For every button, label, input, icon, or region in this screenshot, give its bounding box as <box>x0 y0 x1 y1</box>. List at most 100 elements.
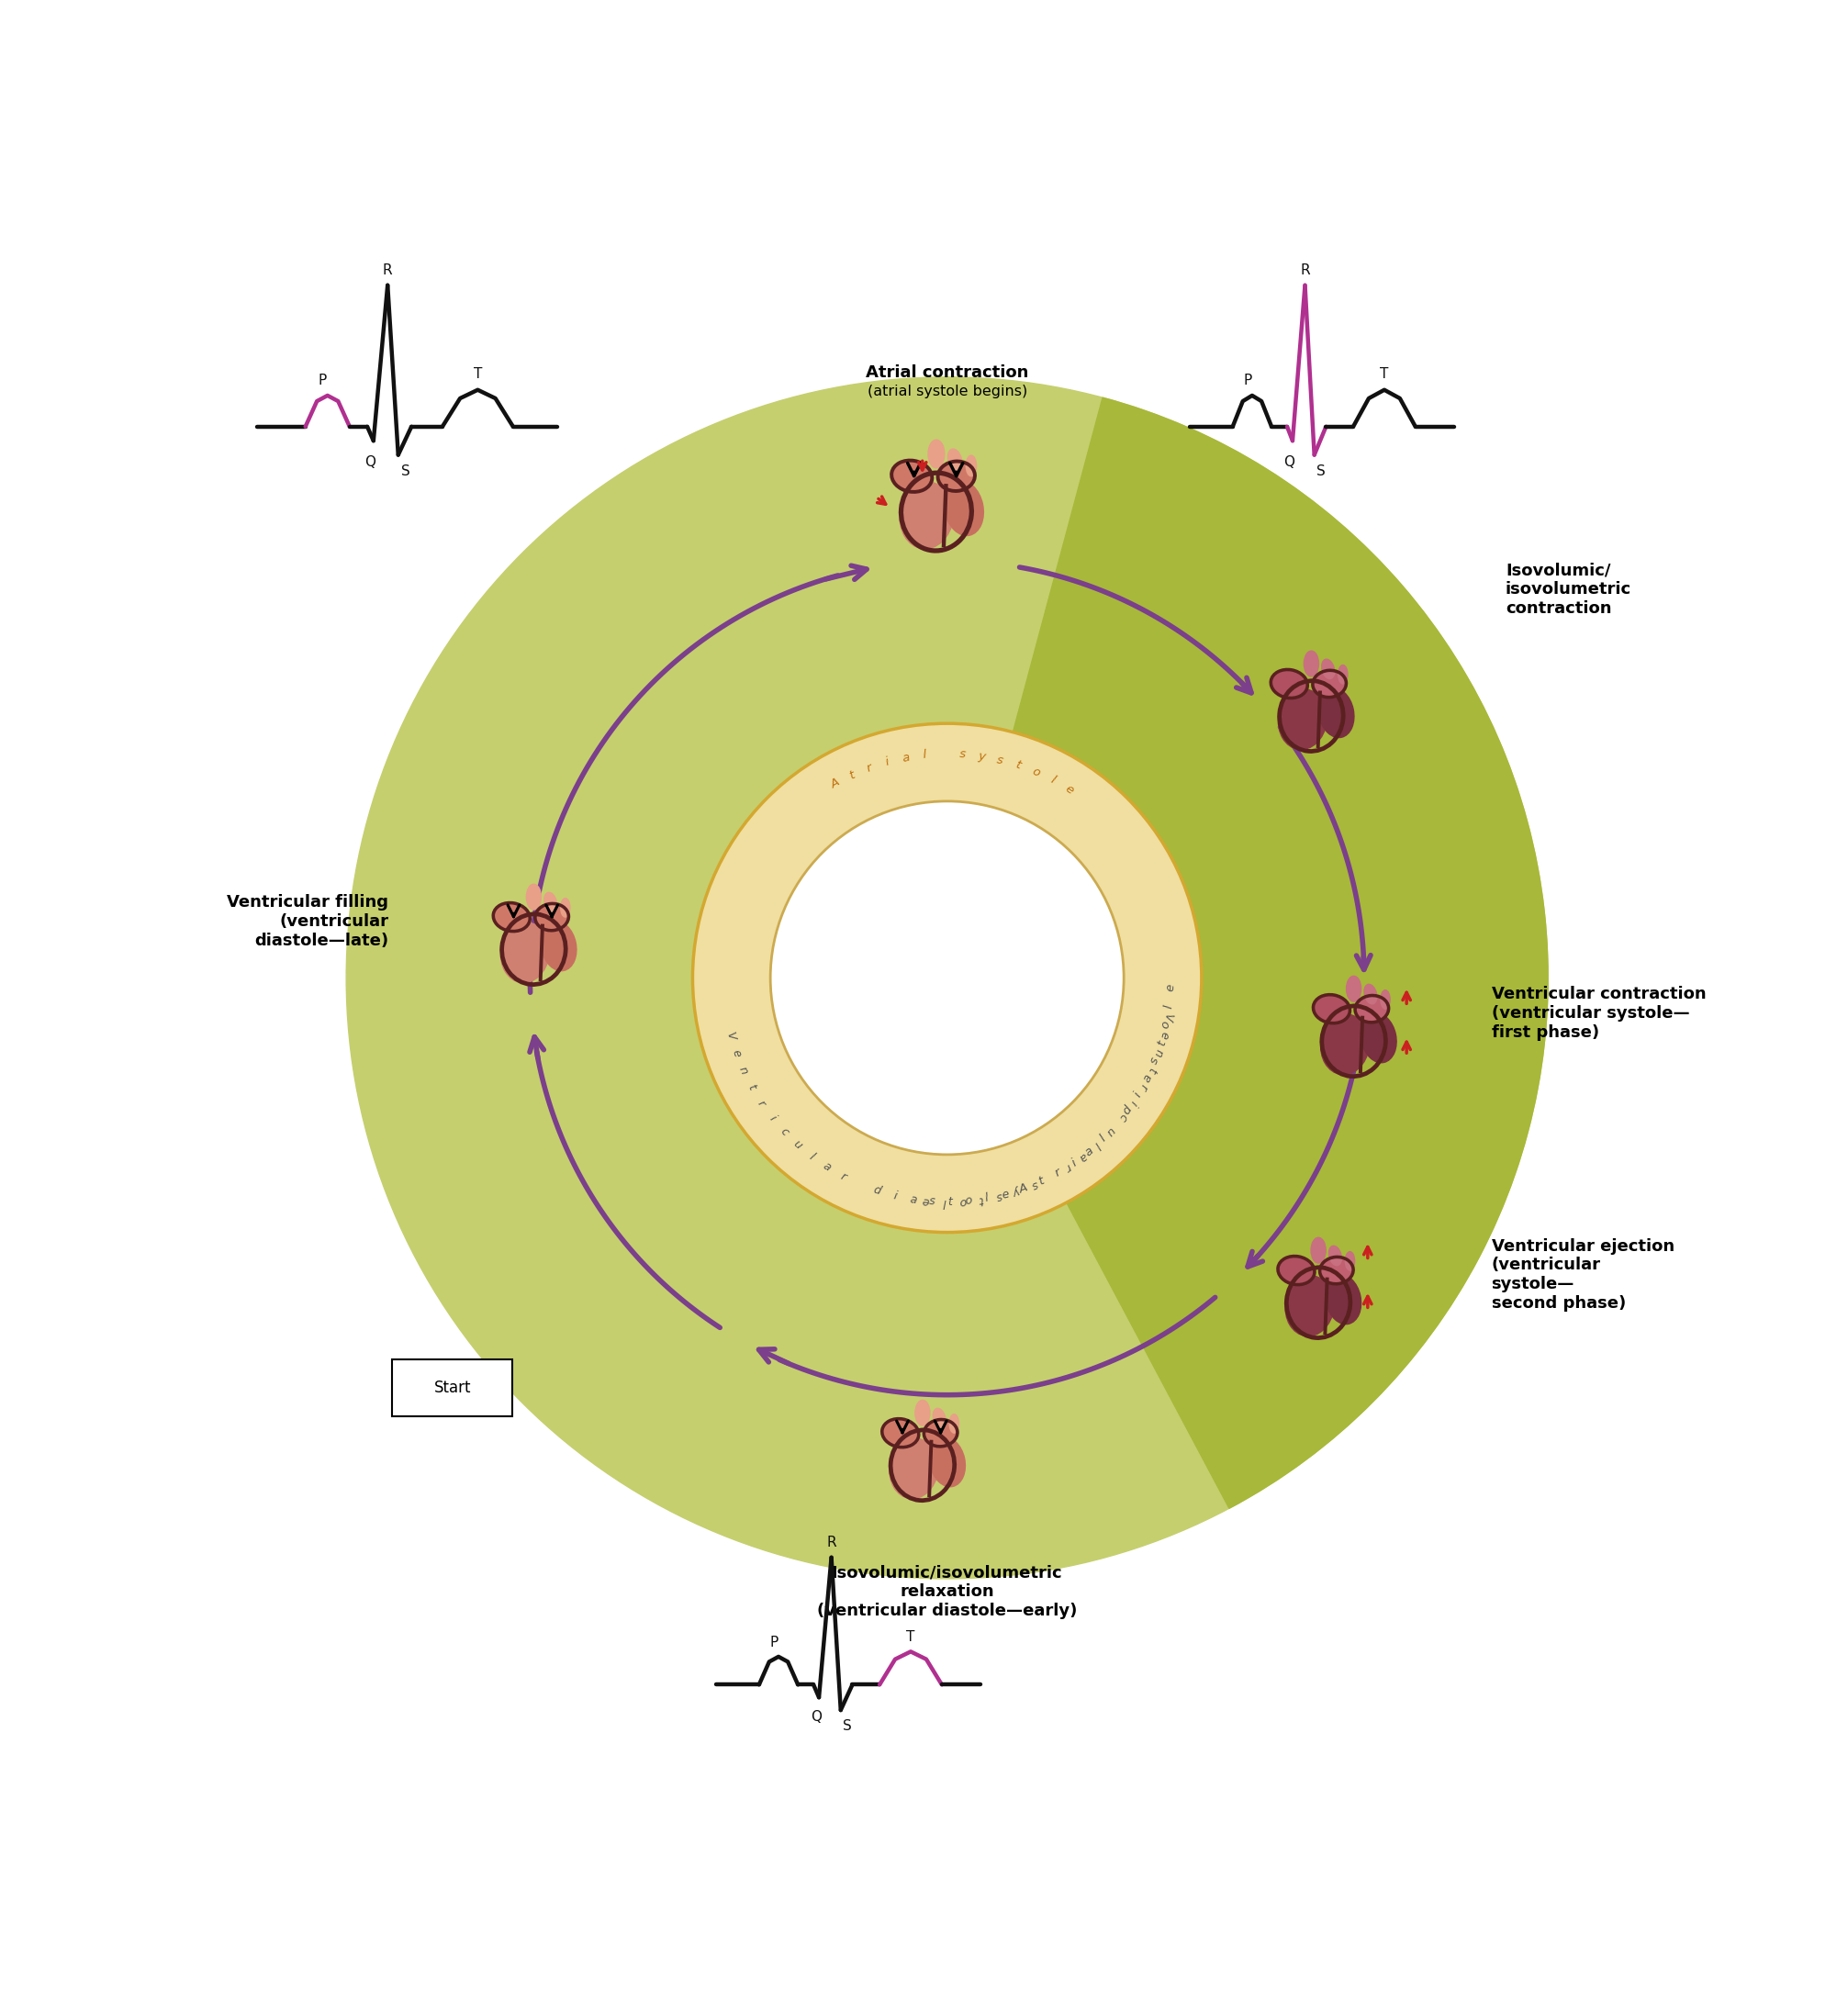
Text: d: d <box>872 1183 883 1197</box>
Text: P: P <box>1244 374 1251 386</box>
Ellipse shape <box>889 1439 939 1499</box>
Text: Ventricular ejection
(ventricular
systole—
second phase): Ventricular ejection (ventricular systol… <box>1491 1237 1674 1312</box>
Text: R: R <box>826 1535 837 1549</box>
Text: e: e <box>922 1195 930 1207</box>
Text: i: i <box>893 1189 898 1201</box>
Ellipse shape <box>1347 976 1362 1002</box>
Text: i: i <box>1070 1157 1079 1169</box>
Text: S: S <box>1316 465 1325 479</box>
Text: s: s <box>1148 1056 1162 1066</box>
Text: R: R <box>383 264 392 278</box>
Ellipse shape <box>543 893 556 911</box>
Text: t: t <box>948 1195 952 1207</box>
Text: l: l <box>985 1193 991 1205</box>
Text: i: i <box>1133 1091 1144 1099</box>
Text: a: a <box>909 1193 918 1205</box>
Text: e: e <box>1000 1187 1011 1201</box>
Ellipse shape <box>1345 1251 1355 1270</box>
Text: a: a <box>1140 1072 1155 1084</box>
Ellipse shape <box>915 1400 930 1427</box>
Ellipse shape <box>933 1408 946 1429</box>
Text: R: R <box>1301 264 1310 278</box>
Ellipse shape <box>1364 984 1377 1004</box>
Text: t: t <box>846 769 857 781</box>
Ellipse shape <box>950 1414 959 1433</box>
Ellipse shape <box>1321 1014 1369 1074</box>
Text: P: P <box>318 374 327 386</box>
Text: t: t <box>1037 1175 1046 1187</box>
Ellipse shape <box>930 1437 965 1487</box>
Text: t: t <box>978 1193 985 1205</box>
Wedge shape <box>948 398 1549 1509</box>
Ellipse shape <box>1271 670 1308 698</box>
Text: (atrial systole begins): (atrial systole begins) <box>867 384 1027 398</box>
Ellipse shape <box>928 441 944 469</box>
Ellipse shape <box>891 461 931 491</box>
Text: n: n <box>736 1064 750 1076</box>
Text: e: e <box>730 1048 743 1058</box>
Ellipse shape <box>501 924 549 982</box>
Text: l: l <box>1098 1133 1109 1145</box>
Ellipse shape <box>1338 666 1347 684</box>
Text: s: s <box>928 1195 935 1207</box>
Text: t: t <box>745 1082 758 1093</box>
Text: S: S <box>401 465 410 479</box>
Ellipse shape <box>1318 688 1355 738</box>
Text: a: a <box>902 750 911 765</box>
Circle shape <box>346 376 1549 1579</box>
Text: Atrial contraction: Atrial contraction <box>865 364 1029 380</box>
Text: r: r <box>1137 1082 1149 1091</box>
Text: y: y <box>978 750 985 763</box>
Text: r: r <box>1053 1167 1063 1179</box>
Ellipse shape <box>1279 690 1327 750</box>
Text: Start: Start <box>434 1380 471 1396</box>
Text: c: c <box>778 1125 791 1139</box>
Text: o: o <box>959 1195 967 1207</box>
Text: o: o <box>1159 1020 1173 1030</box>
Ellipse shape <box>937 461 976 491</box>
Text: a: a <box>821 1161 833 1175</box>
Text: Ventricular filling
(ventricular
diastole—late): Ventricular filling (ventricular diastol… <box>227 893 388 950</box>
Text: l: l <box>922 748 928 761</box>
Ellipse shape <box>1312 670 1345 698</box>
Text: s: s <box>1029 1177 1040 1191</box>
Text: l: l <box>942 1195 946 1207</box>
Text: V: V <box>1161 1012 1173 1022</box>
Text: t: t <box>1146 1066 1157 1074</box>
Text: A: A <box>1018 1181 1029 1195</box>
Text: a: a <box>1083 1145 1096 1159</box>
Text: Q: Q <box>364 455 375 469</box>
Ellipse shape <box>1305 652 1319 676</box>
Text: t: t <box>1155 1040 1168 1048</box>
Text: o: o <box>1029 765 1042 779</box>
Text: c: c <box>1116 1111 1129 1123</box>
Text: T: T <box>473 368 482 382</box>
Ellipse shape <box>1277 1255 1314 1286</box>
Ellipse shape <box>900 483 954 549</box>
Text: T: T <box>1380 368 1388 382</box>
Ellipse shape <box>944 481 983 535</box>
Text: d: d <box>1120 1105 1135 1117</box>
Text: i: i <box>883 757 891 769</box>
Ellipse shape <box>967 455 976 477</box>
Ellipse shape <box>924 1420 957 1447</box>
Text: y: y <box>1013 1183 1022 1197</box>
Text: s: s <box>994 1189 1003 1203</box>
Text: A: A <box>828 777 841 791</box>
Ellipse shape <box>1310 1237 1325 1264</box>
Text: s: s <box>959 748 967 761</box>
Ellipse shape <box>1355 996 1388 1022</box>
Text: Q: Q <box>1284 455 1295 469</box>
Text: r: r <box>1063 1161 1072 1173</box>
Text: l: l <box>808 1151 817 1163</box>
Text: T: T <box>906 1630 915 1644</box>
Ellipse shape <box>1360 1012 1397 1062</box>
Text: S: S <box>843 1718 852 1732</box>
Ellipse shape <box>1329 1245 1342 1266</box>
Text: a: a <box>1076 1149 1088 1163</box>
Ellipse shape <box>1380 990 1390 1008</box>
Text: Isovolumic/isovolumetric
relaxation
(ventricular diastole—early): Isovolumic/isovolumetric relaxation (ven… <box>817 1565 1077 1620</box>
Text: Ventricular contraction
(ventricular systole—
first phase): Ventricular contraction (ventricular sys… <box>1491 986 1706 1040</box>
Ellipse shape <box>1319 1258 1353 1284</box>
Ellipse shape <box>536 903 569 930</box>
